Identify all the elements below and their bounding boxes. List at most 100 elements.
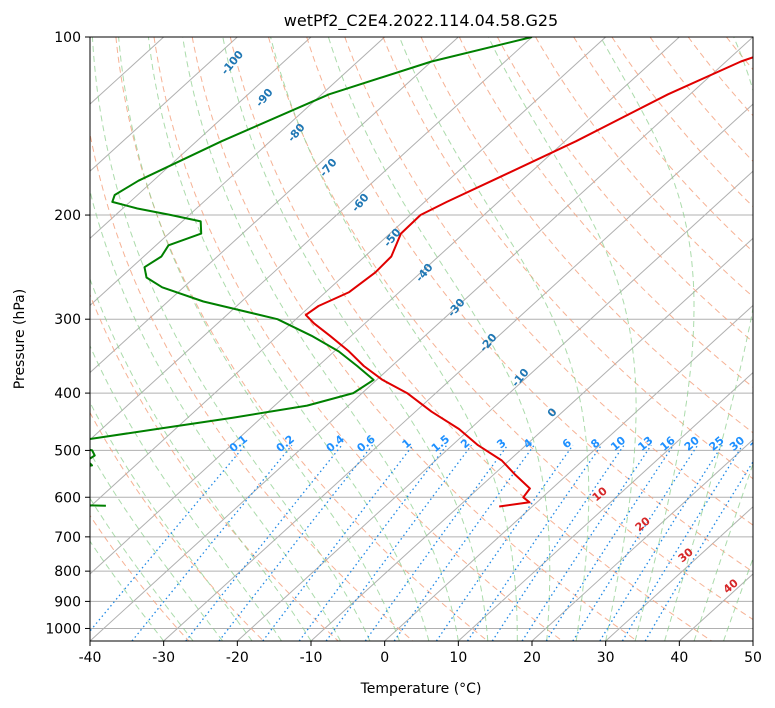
y-tick-label: 800 — [54, 564, 81, 580]
isotherm-line — [384, 304, 753, 641]
isotherm-line — [752, 640, 753, 641]
isotherm-line — [605, 506, 753, 641]
moist-adiabat-line — [90, 344, 282, 641]
mixing-ratio-line — [644, 460, 753, 641]
dry-adiabat-label: -60 — [349, 191, 372, 215]
isotherm-line — [90, 37, 312, 240]
dry-adiabat-line — [687, 37, 753, 117]
y-tick-label: 500 — [54, 443, 81, 459]
dry-adiabat-line — [191, 37, 638, 641]
mixing-ratio-label: 0.6 — [354, 432, 378, 455]
pressure-gridlines — [90, 37, 753, 629]
moist-adiabat-line — [90, 451, 224, 641]
dry-adiabat-line — [90, 514, 190, 641]
dry-adiabat-label: -90 — [253, 86, 276, 110]
isotherm-line — [90, 37, 753, 641]
x-tick-label: 20 — [523, 650, 541, 666]
moist-adiabat-line — [90, 401, 253, 641]
y-tick-label: 200 — [54, 208, 81, 224]
moist-adiabat-line — [487, 37, 637, 641]
x-tick-label: -10 — [300, 650, 323, 666]
mixing-ratio-label: 6 — [560, 436, 574, 451]
dry-adiabat-line — [649, 37, 753, 163]
isotherm-line — [236, 170, 753, 641]
y-axis-ticks: 100 200 300 400 500 600 700 800 900 1000 — [45, 30, 90, 637]
temperature-line — [304, 56, 753, 508]
mixing-ratio-line — [185, 444, 343, 641]
y-tick-label: 900 — [54, 594, 81, 610]
dry-adiabat-line — [268, 37, 753, 621]
moist-adiabat-line — [693, 462, 753, 641]
y-axis-title: Pressure (hPa) — [12, 289, 28, 389]
moist-adiabat-line — [90, 497, 194, 641]
mixing-ratio-line — [325, 444, 473, 641]
dry-adiabat-line — [153, 37, 563, 641]
isotherm-gridlines — [90, 37, 753, 641]
plot-frame — [89, 36, 754, 642]
isotherm-line — [310, 237, 753, 641]
mixing-ratio-label: 1.5 — [429, 432, 452, 454]
x-axis-title: Temperature (°C) — [360, 681, 482, 697]
mixing-ratio-line — [393, 444, 535, 641]
dry-adiabat-label: -10 — [509, 366, 532, 390]
dry-adiabat-label: -100 — [218, 48, 246, 78]
mixing-ratio-label: 3 — [494, 436, 508, 451]
x-tick-label: 30 — [597, 650, 615, 666]
mixing-ratio-line — [521, 444, 652, 641]
dry-adiabat-line — [765, 37, 775, 641]
moist-adiabat-line — [723, 557, 753, 641]
isotherm-line — [90, 37, 607, 508]
y-tick-label: 100 — [54, 30, 81, 46]
isotherm-line — [90, 37, 533, 441]
moist-adiabat-line — [182, 37, 459, 641]
dry-adiabat-line — [90, 411, 264, 641]
mixing-ratio-label: 36 — [748, 434, 768, 454]
x-tick-label: -40 — [79, 650, 102, 666]
isotherm-line — [90, 37, 680, 575]
dry-adiabat-line — [726, 37, 753, 71]
isotherm-line — [90, 37, 238, 172]
dry-adiabat-line — [90, 131, 414, 641]
y-tick-label: 300 — [54, 312, 81, 328]
chart-title: wetPf2_C2E4.2022.114.04.58.G25 — [284, 11, 558, 31]
moist-adiabat-line — [327, 37, 551, 641]
moist-adiabat-line — [90, 189, 341, 641]
isotherm-line — [90, 37, 459, 374]
x-tick-label: 10 — [449, 650, 467, 666]
dry-adiabat-line — [306, 37, 753, 573]
x-tick-label: -30 — [152, 650, 175, 666]
y-tick-label: 400 — [54, 386, 81, 402]
isotherm-line — [531, 438, 753, 641]
isotherm-line — [163, 103, 753, 641]
moist-adiabat-line — [91, 37, 371, 641]
mixing-ratio-line — [435, 444, 574, 641]
dry-adiabat-line — [496, 37, 753, 343]
moist-adiabat-line — [90, 540, 165, 641]
annotation-labels: 0.1 0.2 0.4 0.6 1 1.5 2 3 4 6 8 10 13 16 20 25 30 36-100-… — [218, 48, 768, 596]
mixing-ratio-label: 0.2 — [274, 432, 297, 454]
x-axis-ticks: -40 -30 -20 -10 0 10 20 30 40 50 — [79, 641, 762, 666]
mixing-ratio-line — [572, 444, 699, 641]
dry-adiabat-line — [420, 37, 753, 434]
x-tick-label: 50 — [744, 650, 762, 666]
mixing-ratio-line — [262, 444, 414, 641]
dry-adiabat-label: -40 — [413, 261, 436, 285]
moist-adiabat-line — [222, 37, 489, 641]
mixing-ratio-label: 8 — [588, 436, 602, 451]
mixing-ratio-line — [298, 444, 448, 641]
moist-adiabat-line — [398, 37, 590, 641]
dry-adiabat-line — [229, 37, 712, 641]
dry-adiabat-line — [382, 37, 753, 480]
dewpoint-line — [90, 37, 533, 507]
mixing-ratio-label: 0.1 — [227, 432, 250, 454]
dry-adiabat-label: -70 — [317, 156, 340, 180]
dry-adiabat-label: 0 — [545, 405, 560, 419]
dry-adiabat-line — [611, 37, 753, 208]
moist-adiabat-label: 20 — [633, 514, 653, 534]
y-tick-label: 700 — [54, 530, 81, 546]
mixing-ratio-line — [545, 444, 674, 641]
mixing-ratio-line — [466, 444, 602, 641]
dry-adiabat-line — [535, 37, 753, 298]
mixing-ratio-label: 0.4 — [324, 432, 348, 455]
